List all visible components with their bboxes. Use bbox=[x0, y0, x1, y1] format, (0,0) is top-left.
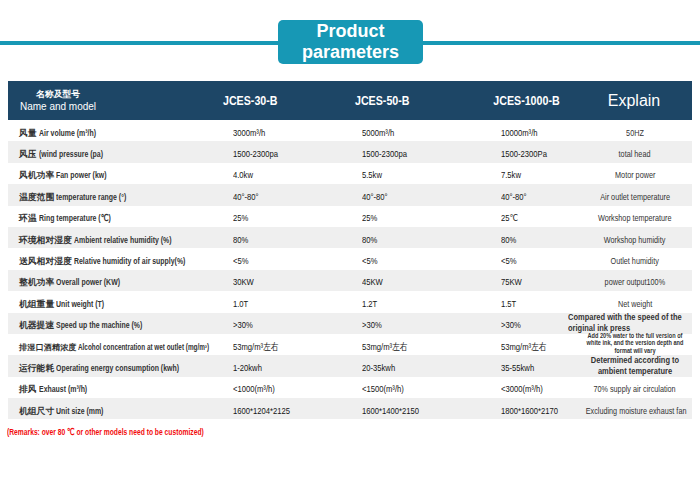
explain-text: Excluding moisture exhaust fan bbox=[568, 400, 700, 418]
header-name-en: Name and model bbox=[20, 101, 96, 112]
table-row: 环温Ring temperature (℃) 25% 25% 25℃ Works… bbox=[8, 206, 692, 227]
value-jces-30-b: 3000m³/h bbox=[233, 122, 274, 140]
value-jces-30-b: <5% bbox=[233, 250, 253, 268]
table-row: 送风相对湿度Relative humidity of air supply(%)… bbox=[8, 248, 692, 269]
value-jces-30-b: >30% bbox=[233, 314, 258, 332]
value-jces-50-b: 80% bbox=[362, 229, 382, 247]
header-name-cjk: 名称及型号 bbox=[36, 89, 80, 101]
value-jces-50-b: >30% bbox=[362, 314, 387, 332]
param-label: 温度范围temperature range (°) bbox=[19, 186, 151, 204]
table-header: 名称及型号 Name and model JCES-30-B JCES-50-B… bbox=[8, 81, 692, 120]
table-row: 运行能耗Operating energy consumption (kwh) 1… bbox=[8, 355, 692, 376]
explain-text: Workshop humidity bbox=[568, 229, 700, 247]
value-jces-1000-b: 53mg/m³左右 bbox=[501, 336, 559, 354]
explain-text: Workshop temperature bbox=[568, 207, 700, 225]
explain-text: Air outlet temperature bbox=[568, 186, 700, 204]
explain-text: Motor power bbox=[568, 164, 700, 182]
section-title-line2: parameters bbox=[302, 42, 399, 63]
value-jces-1000-b: 35-55kwh bbox=[501, 357, 543, 375]
section-title-line1: Product bbox=[316, 21, 384, 42]
value-jces-1000-b: <3000(m³/h) bbox=[501, 378, 555, 396]
value-jces-30-b: <1000(m³/h) bbox=[233, 378, 287, 396]
table-row: 整机功率Overall power (KW) 30KW 45KW 75KW po… bbox=[8, 270, 692, 291]
table-row: 风压(wind pressure (pa) 1500-2300pa 1500-2… bbox=[8, 141, 692, 162]
explain-text: Net weight bbox=[568, 293, 700, 311]
value-jces-50-b: 20-35kwh bbox=[362, 357, 404, 375]
param-label: 风压(wind pressure (pa) bbox=[19, 143, 125, 161]
header-model-jces-50-b: JCES-50-B bbox=[322, 81, 442, 120]
param-label: 整机功率Overall power (KW) bbox=[19, 271, 143, 289]
header-explain: Explain bbox=[574, 81, 694, 120]
value-jces-30-b: 30KW bbox=[233, 271, 260, 289]
value-jces-1000-b: 10000m³/h bbox=[501, 122, 548, 140]
explain-text: power output100% bbox=[568, 271, 700, 289]
value-jces-30-b: 40°-80° bbox=[233, 186, 266, 204]
table-row: 风机功率Fan power (kw) 4.0kw 5.5kw 7.5kw Mot… bbox=[8, 163, 692, 184]
table-row: 机组尺寸Unit size (mm) 1600*1204*2125 1600*1… bbox=[8, 398, 692, 419]
value-jces-1000-b: 80% bbox=[501, 229, 521, 247]
value-jces-1000-b: >30% bbox=[501, 314, 526, 332]
table-row: 排风Exhaust (m³/h) <1000(m³/h) <1500(m³/h)… bbox=[8, 377, 692, 398]
value-jces-50-b: 45KW bbox=[362, 271, 389, 289]
param-label: 机组尺寸Unit size (mm) bbox=[19, 400, 120, 418]
param-label: 环温Ring temperature (℃) bbox=[19, 207, 136, 225]
section-title: Product parameters bbox=[278, 20, 423, 64]
value-jces-1000-b: 1.5T bbox=[501, 293, 521, 311]
table-row: 机组重量Unit weight (T) 1.0T 1.2T 1.5T Net w… bbox=[8, 291, 692, 312]
value-jces-30-b: 25% bbox=[233, 207, 253, 225]
table-body: 风量Air volume (m³/h) 3000m³/h 5000m³/h 10… bbox=[8, 120, 692, 419]
value-jces-1000-b: 25℃ bbox=[501, 207, 523, 225]
value-jces-30-b: 1.0T bbox=[233, 293, 253, 311]
remarks-note: (Remarks: over 80 ℃ or other models need… bbox=[7, 421, 288, 439]
value-jces-50-b: 40°-80° bbox=[362, 186, 395, 204]
param-label: 排风Exhaust (m³/h) bbox=[19, 378, 104, 396]
value-jces-30-b: 53mg/m³左右 bbox=[233, 336, 291, 354]
value-jces-30-b: 1500-2300pa bbox=[233, 143, 291, 161]
value-jces-50-b: 1600*1400*2150 bbox=[362, 400, 435, 418]
value-jces-1000-b: <5% bbox=[501, 250, 521, 268]
explain-text: Outlet humidity bbox=[568, 250, 700, 268]
value-jces-1000-b: 1800*1600*2170 bbox=[501, 400, 574, 418]
value-jces-50-b: <1500(m³/h) bbox=[362, 378, 416, 396]
param-label: 运行能耗Operating energy consumption (kwh) bbox=[19, 357, 222, 375]
value-jces-50-b: 25% bbox=[362, 207, 382, 225]
value-jces-30-b: 80% bbox=[233, 229, 253, 247]
header-name-and-model: 名称及型号 Name and model bbox=[8, 81, 108, 120]
param-label: 排湿口酒精浓度Alcohol concentration at wet outl… bbox=[19, 336, 255, 354]
param-label: 机器提速Speed up the machine (%) bbox=[19, 314, 173, 332]
value-jces-50-b: 1.2T bbox=[362, 293, 382, 311]
parameters-table: 名称及型号 Name and model JCES-30-B JCES-50-B… bbox=[8, 81, 692, 419]
param-label: 环境相对湿度Ambient relative humidity (%) bbox=[19, 229, 206, 247]
header-model-jces-30-b: JCES-30-B bbox=[190, 81, 310, 120]
value-jces-30-b: 4.0kw bbox=[233, 164, 259, 182]
table-row: 排湿口酒精浓度Alcohol concentration at wet outl… bbox=[8, 334, 692, 355]
explain-text: 50HZ bbox=[568, 122, 700, 140]
value-jces-50-b: 5000m³/h bbox=[362, 122, 403, 140]
value-jces-1000-b: 7.5kw bbox=[501, 164, 527, 182]
param-label: 机组重量Unit weight (T) bbox=[19, 293, 121, 311]
value-jces-30-b: 1-20kwh bbox=[233, 357, 270, 375]
value-jces-30-b: 1600*1204*2125 bbox=[233, 400, 306, 418]
value-jces-1000-b: 1500-2300Pa bbox=[501, 143, 560, 161]
header-model-jces-1000-b: JCES-1000-B bbox=[466, 81, 586, 120]
param-label: 风量Air volume (m³/h) bbox=[19, 122, 116, 140]
value-jces-50-b: 1500-2300pa bbox=[362, 143, 420, 161]
table-row: 风量Air volume (m³/h) 3000m³/h 5000m³/h 10… bbox=[8, 120, 692, 141]
table-row: 机器提速Speed up the machine (%) >30% >30% >… bbox=[8, 313, 692, 334]
explain-text: 70% supply air circulation bbox=[568, 378, 700, 396]
value-jces-50-b: <5% bbox=[362, 250, 382, 268]
explain-text: total head bbox=[568, 143, 700, 161]
table-row: 温度范围temperature range (°) 40°-80° 40°-80… bbox=[8, 184, 692, 205]
value-jces-1000-b: 75KW bbox=[501, 271, 528, 289]
value-jces-50-b: 5.5kw bbox=[362, 164, 388, 182]
value-jces-1000-b: 40°-80° bbox=[501, 186, 534, 204]
explain-text: Determined according to ambient temperat… bbox=[568, 355, 700, 378]
param-label: 送风相对湿度Relative humidity of air supply(%) bbox=[19, 250, 224, 268]
param-label: 风机功率Fan power (kw) bbox=[19, 164, 124, 182]
table-row: 环境相对湿度Ambient relative humidity (%) 80% … bbox=[8, 227, 692, 248]
value-jces-50-b: 53mg/m³左右 bbox=[362, 336, 420, 354]
